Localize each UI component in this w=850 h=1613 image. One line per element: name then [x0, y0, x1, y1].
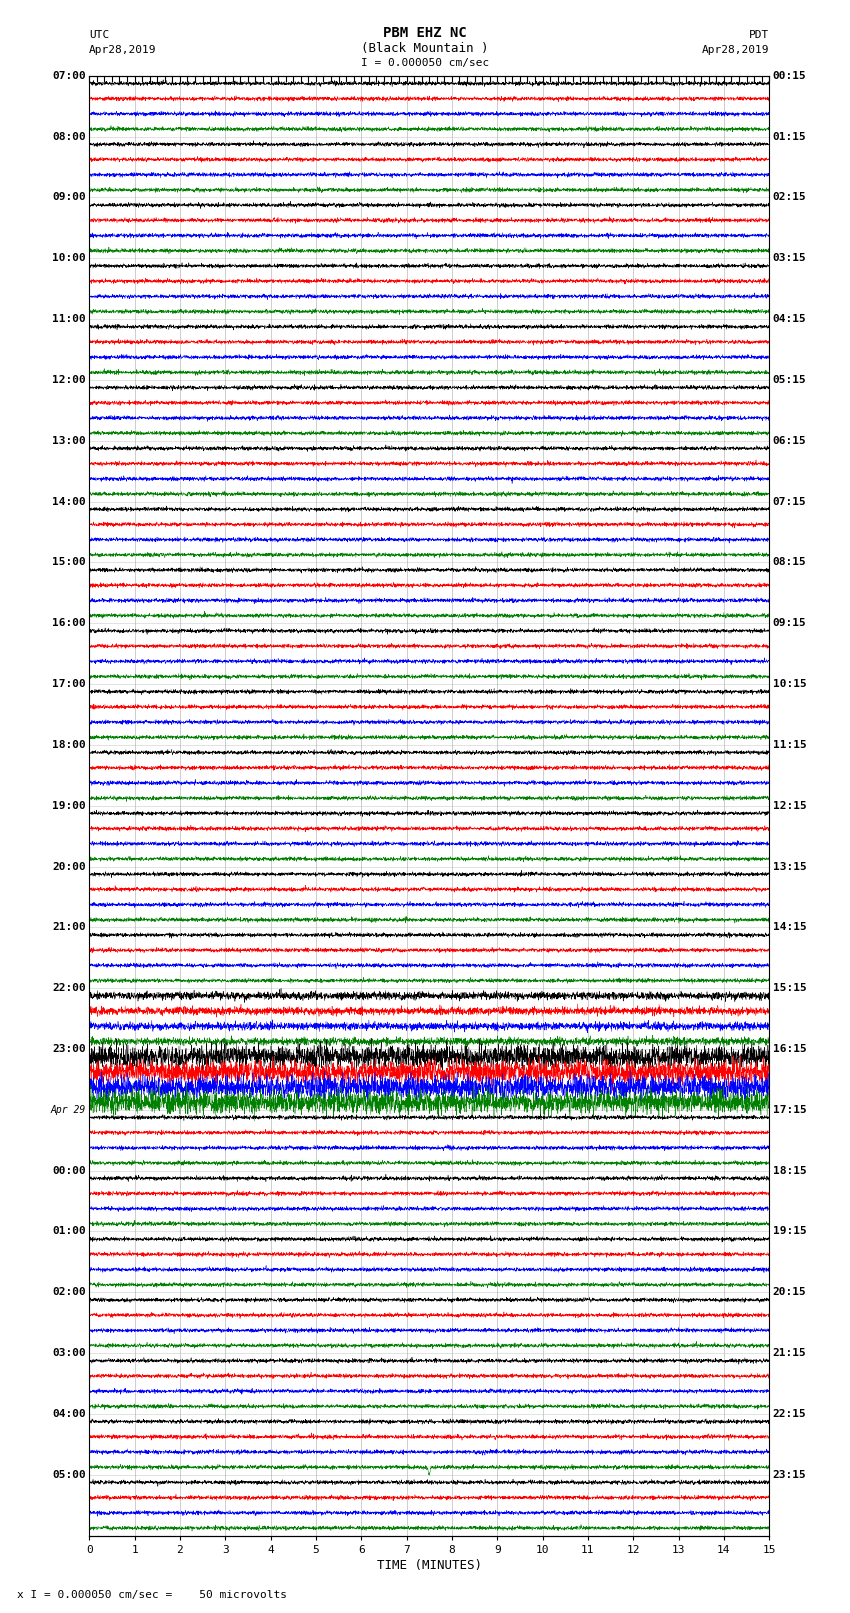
- Text: 09:15: 09:15: [773, 618, 807, 627]
- Text: 12:15: 12:15: [773, 800, 807, 811]
- Text: 07:15: 07:15: [773, 497, 807, 506]
- Text: 04:15: 04:15: [773, 315, 807, 324]
- Text: 16:15: 16:15: [773, 1044, 807, 1053]
- Text: 20:15: 20:15: [773, 1287, 807, 1297]
- Text: 15:15: 15:15: [773, 984, 807, 994]
- Text: UTC: UTC: [89, 31, 110, 40]
- Text: 17:15: 17:15: [773, 1105, 807, 1115]
- Text: 16:00: 16:00: [52, 618, 86, 627]
- Text: 19:15: 19:15: [773, 1226, 807, 1237]
- Text: I = 0.000050 cm/sec: I = 0.000050 cm/sec: [361, 58, 489, 68]
- Text: 22:15: 22:15: [773, 1408, 807, 1419]
- Text: 02:00: 02:00: [52, 1287, 86, 1297]
- Text: 14:15: 14:15: [773, 923, 807, 932]
- Text: Apr28,2019: Apr28,2019: [89, 45, 156, 55]
- Text: 23:15: 23:15: [773, 1469, 807, 1479]
- Text: 05:00: 05:00: [52, 1469, 86, 1479]
- Text: 00:00: 00:00: [52, 1166, 86, 1176]
- X-axis label: TIME (MINUTES): TIME (MINUTES): [377, 1558, 482, 1571]
- Text: 15:00: 15:00: [52, 558, 86, 568]
- Text: (Black Mountain ): (Black Mountain ): [361, 42, 489, 55]
- Text: 10:00: 10:00: [52, 253, 86, 263]
- Text: 18:15: 18:15: [773, 1166, 807, 1176]
- Text: 01:15: 01:15: [773, 132, 807, 142]
- Text: 04:00: 04:00: [52, 1408, 86, 1419]
- Text: 17:00: 17:00: [52, 679, 86, 689]
- Text: Apr 29: Apr 29: [51, 1105, 86, 1115]
- Text: 13:15: 13:15: [773, 861, 807, 871]
- Text: 11:00: 11:00: [52, 315, 86, 324]
- Text: PDT: PDT: [749, 31, 769, 40]
- Text: 09:00: 09:00: [52, 192, 86, 203]
- Text: x I = 0.000050 cm/sec =    50 microvolts: x I = 0.000050 cm/sec = 50 microvolts: [17, 1590, 287, 1600]
- Text: 01:00: 01:00: [52, 1226, 86, 1237]
- Text: 10:15: 10:15: [773, 679, 807, 689]
- Text: 03:00: 03:00: [52, 1348, 86, 1358]
- Text: 13:00: 13:00: [52, 436, 86, 445]
- Text: 12:00: 12:00: [52, 374, 86, 386]
- Text: 14:00: 14:00: [52, 497, 86, 506]
- Text: 08:00: 08:00: [52, 132, 86, 142]
- Text: 05:15: 05:15: [773, 374, 807, 386]
- Text: Apr28,2019: Apr28,2019: [702, 45, 769, 55]
- Text: 20:00: 20:00: [52, 861, 86, 871]
- Text: 21:15: 21:15: [773, 1348, 807, 1358]
- Text: 02:15: 02:15: [773, 192, 807, 203]
- Text: 06:15: 06:15: [773, 436, 807, 445]
- Text: PBM EHZ NC: PBM EHZ NC: [383, 26, 467, 40]
- Text: 18:00: 18:00: [52, 740, 86, 750]
- Text: 19:00: 19:00: [52, 800, 86, 811]
- Text: 07:00: 07:00: [52, 71, 86, 81]
- Text: 23:00: 23:00: [52, 1044, 86, 1053]
- Text: 11:15: 11:15: [773, 740, 807, 750]
- Text: 08:15: 08:15: [773, 558, 807, 568]
- Text: 21:00: 21:00: [52, 923, 86, 932]
- Text: 00:15: 00:15: [773, 71, 807, 81]
- Text: 22:00: 22:00: [52, 984, 86, 994]
- Text: 03:15: 03:15: [773, 253, 807, 263]
